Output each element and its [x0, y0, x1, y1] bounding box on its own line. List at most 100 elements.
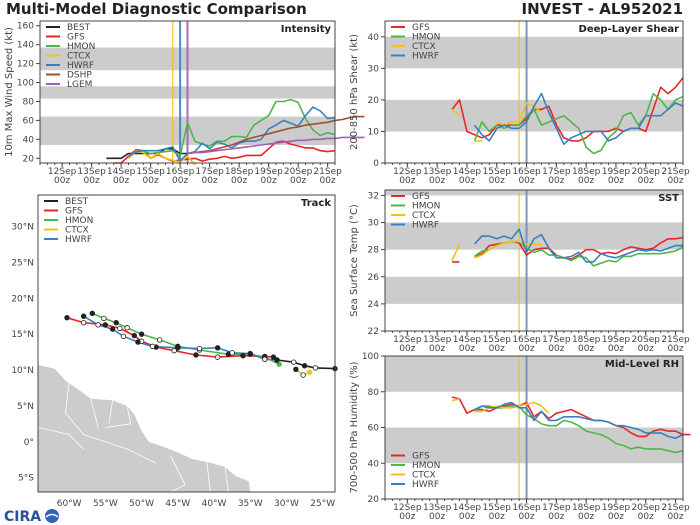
track-point-hwrf	[120, 333, 127, 340]
country-border	[83, 434, 157, 464]
x-tick-sublabel: 00z	[489, 176, 505, 186]
lat-tick-label: 10°N	[11, 366, 34, 376]
x-tick-sublabel: 00z	[578, 344, 594, 354]
y-tick-label: 24	[368, 300, 380, 310]
y-axis-label: 200-850 hPa Shear (kt)	[349, 34, 360, 150]
x-tick-label: 21Sep	[313, 167, 342, 177]
legend-label-ctcx: CTCX	[65, 226, 89, 236]
track-point-hmon	[113, 319, 119, 326]
x-tick-label: 16Sep	[512, 167, 541, 177]
track-point-best	[312, 365, 319, 371]
x-tick-sublabel: 00z	[113, 176, 129, 186]
legend-label-hwrf: HWRF	[412, 52, 439, 62]
track-point-hwrf	[109, 326, 116, 332]
track-end-marker-ctcx	[307, 369, 313, 375]
x-tick-label: 12Sep	[48, 167, 77, 177]
series-line-hmon	[127, 98, 336, 159]
shaded-band	[385, 356, 683, 392]
series-line-hmon	[473, 405, 684, 454]
y-axis-label: 700-500 hPa Humidity (%)	[349, 361, 360, 493]
x-tick-sublabel: 00z	[429, 512, 445, 522]
legend-label-hmon: HMON	[65, 216, 93, 226]
y-tick-label: 60	[368, 424, 380, 434]
x-tick-label: 15Sep	[483, 167, 512, 177]
x-tick-label: 13Sep	[423, 503, 452, 513]
x-tick-label: 14Sep	[453, 503, 482, 513]
x-tick-sublabel: 00z	[518, 344, 534, 354]
x-tick-sublabel: 00z	[202, 176, 218, 186]
lon-tick-label: 45°W	[165, 499, 190, 509]
lon-tick-label: 30°W	[274, 499, 299, 509]
series-line-hwrf	[473, 92, 684, 145]
legend-label-hwrf: HWRF	[412, 221, 439, 231]
y-tick-label: 40	[368, 459, 380, 469]
track-point-gfs	[64, 314, 70, 321]
track-point-hwrf	[247, 350, 253, 357]
shaded-band	[385, 99, 683, 132]
track-point-ctcx	[293, 366, 299, 373]
lat-tick-label: 15°N	[11, 330, 34, 340]
y-tick-label: 80	[368, 388, 380, 398]
y-tick-label: 26	[368, 273, 380, 283]
x-tick-label: 20Sep	[632, 335, 661, 345]
x-tick-label: 19Sep	[602, 167, 631, 177]
y-tick-label: 20	[368, 495, 380, 505]
y-tick-label: 120	[17, 60, 34, 70]
legend-label-hmon: HMON	[412, 461, 440, 471]
land-south-america	[38, 365, 251, 492]
x-tick-sublabel: 00z	[518, 176, 534, 186]
track-point-hwrf	[80, 313, 87, 319]
x-tick-sublabel: 00z	[459, 512, 475, 522]
x-tick-label: 20Sep	[284, 167, 313, 177]
y-tick-label: 0	[373, 159, 379, 169]
x-tick-label: 15Sep	[483, 503, 512, 513]
country-border	[65, 380, 84, 435]
y-tick-label: 140	[17, 41, 34, 51]
lat-tick-label: 5°N	[17, 402, 34, 412]
track-point-gfs	[117, 325, 123, 332]
legend-label-dshp: DSHP	[67, 71, 92, 81]
panel-title: Mid-Level RH	[605, 359, 679, 370]
intensity-panel: 2040608010012014016012Sep00z13Sep00z14Se…	[4, 20, 365, 186]
x-tick-label: 17Sep	[542, 503, 571, 513]
x-tick-label: 15Sep	[483, 335, 512, 345]
track-point-gfs	[80, 319, 87, 326]
legend-label-hmon: HMON	[67, 42, 95, 52]
country-border	[105, 405, 132, 428]
x-tick-label: 14Sep	[107, 167, 136, 177]
y-tick-label: 160	[17, 22, 34, 32]
x-tick-sublabel: 00z	[429, 344, 445, 354]
lon-tick-label: 35°W	[238, 499, 263, 509]
shaded-band	[385, 36, 683, 69]
series-line-hwrf	[128, 106, 336, 162]
legend-label-ctcx: CTCX	[67, 52, 91, 62]
x-tick-label: 16Sep	[512, 503, 541, 513]
x-tick-label: 14Sep	[453, 335, 482, 345]
x-tick-label: 18Sep	[225, 167, 254, 177]
legend-label-best: BEST	[65, 197, 89, 207]
x-tick-sublabel: 00z	[548, 512, 564, 522]
track-point-gfs	[193, 352, 199, 358]
sst-panel: 22242628303212Sep00z13Sep00z14Sep00z15Se…	[349, 189, 690, 354]
cira-logo-text: CIRA	[4, 509, 41, 525]
legend-label-hwrf: HWRF	[67, 61, 94, 71]
x-tick-label: 13Sep	[77, 167, 106, 177]
x-tick-sublabel: 00z	[608, 176, 624, 186]
x-tick-sublabel: 00z	[459, 344, 475, 354]
x-tick-label: 18Sep	[572, 335, 601, 345]
cira-logo-cloud	[45, 513, 59, 518]
y-tick-label: 100	[17, 79, 34, 89]
lat-tick-label: 30°N	[11, 223, 34, 233]
x-tick-label: 18Sep	[572, 167, 601, 177]
track-point-hmon	[156, 337, 163, 343]
storm-title: INVEST - AL952021	[522, 0, 683, 18]
cira-logo: CIRA	[4, 509, 59, 525]
track-point-gfs	[240, 352, 246, 359]
track-point-hwrf	[262, 356, 268, 362]
track-point-hwrf	[135, 339, 141, 345]
x-tick-label: 12Sep	[393, 503, 422, 513]
x-tick-label: 19Sep	[602, 335, 631, 345]
x-tick-label: 15Sep	[136, 167, 165, 177]
x-tick-sublabel: 00z	[608, 512, 624, 522]
x-tick-sublabel: 00z	[399, 512, 415, 522]
